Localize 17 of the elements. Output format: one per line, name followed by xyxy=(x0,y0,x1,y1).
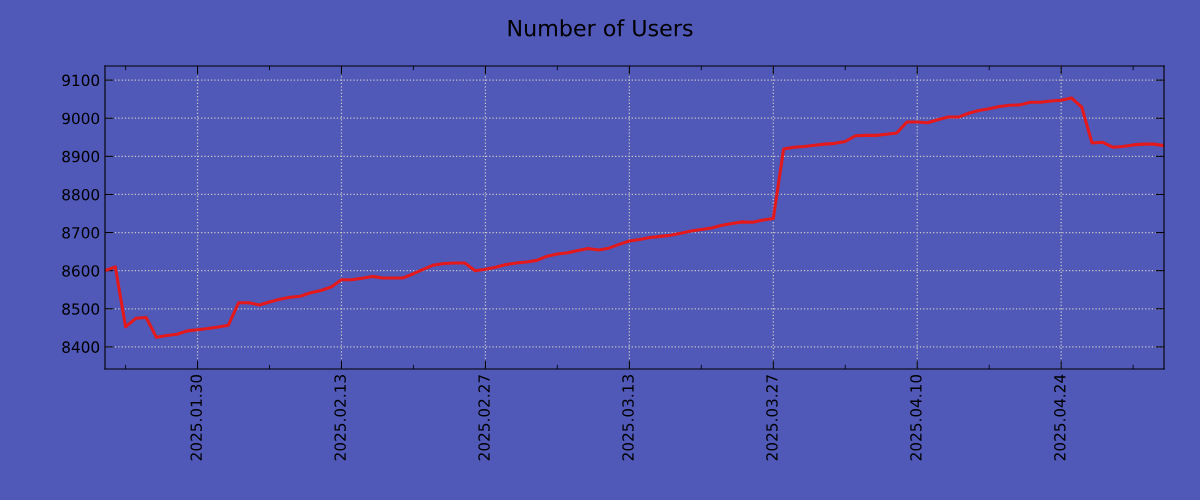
y-tick-label: 8800 xyxy=(62,188,100,201)
y-tick-label: 8400 xyxy=(62,341,100,353)
line-series xyxy=(105,96,1164,339)
x-tick-label: 2025.02.27 xyxy=(478,375,490,461)
x-tick-label: 2025.03.13 xyxy=(622,375,634,461)
x-tick-label: 2025.01.30 xyxy=(190,374,202,461)
y-tick-label: 8900 xyxy=(62,150,100,163)
x-tick-label: 2025.02.13 xyxy=(334,375,346,461)
y-tick-label: 9100 xyxy=(62,74,100,87)
x-tick-label: 2025.03.27 xyxy=(766,375,778,461)
y-tick-label: 8600 xyxy=(62,265,100,277)
y-tick-label: 9000 xyxy=(62,112,100,125)
chart-title: Number of Users xyxy=(508,19,693,37)
x-tick-label: 2025.04.24 xyxy=(1054,374,1066,461)
y-tick-label: 8500 xyxy=(62,303,100,315)
y-tick-label: 8700 xyxy=(62,227,100,239)
x-tick-label: 2025.04.10 xyxy=(910,374,922,461)
